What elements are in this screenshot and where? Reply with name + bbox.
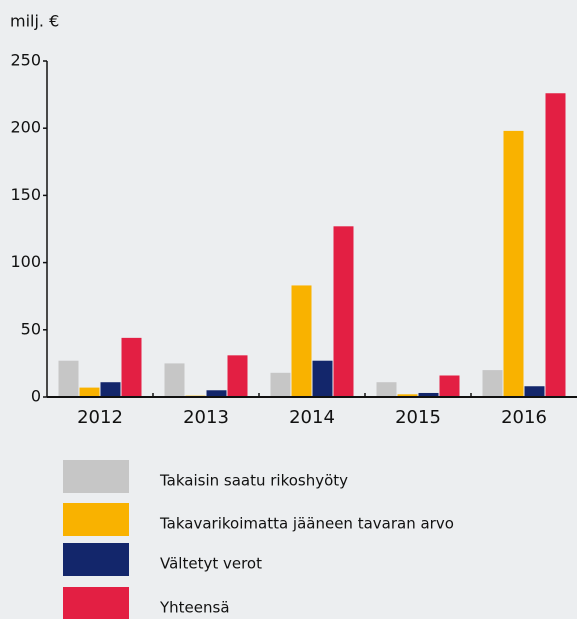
y-tick-label: 150 (10, 185, 41, 204)
bar (503, 130, 524, 397)
legend-label: Vältetyt verot (160, 555, 262, 573)
bar (524, 386, 545, 397)
bar (58, 360, 79, 397)
x-tick-label: 2012 (77, 407, 123, 428)
x-tick-label: 2014 (289, 407, 335, 428)
y-tick-label: 100 (10, 252, 41, 271)
legend-swatch (63, 460, 129, 493)
y-tick-label: 200 (10, 118, 41, 137)
bar (376, 382, 397, 397)
x-tick-label: 2016 (501, 407, 547, 428)
x-tick-label: 2015 (395, 407, 441, 428)
bar (291, 285, 312, 397)
bar (333, 226, 354, 397)
legend-swatch (63, 543, 129, 576)
x-tick-label: 2013 (183, 407, 229, 428)
legend-swatch (63, 587, 129, 619)
legend-label: Yhteensä (159, 599, 230, 617)
y-axis-label: milj. € (10, 12, 59, 31)
legend-swatch (63, 503, 129, 536)
bar (418, 392, 439, 397)
bar (227, 355, 248, 397)
bar (79, 387, 100, 397)
bar (100, 382, 121, 397)
bar (121, 337, 142, 397)
y-tick-label: 250 (10, 51, 41, 70)
bar (312, 360, 333, 397)
bar (397, 394, 418, 397)
bar (482, 370, 503, 397)
bar (206, 390, 227, 397)
bar (439, 375, 460, 397)
bar (164, 363, 185, 397)
bar (545, 93, 566, 398)
bar (270, 372, 291, 397)
legend-label: Takavarikoimatta jääneen tavaran arvo (159, 515, 454, 533)
y-tick-label: 0 (31, 387, 41, 406)
y-tick-label: 50 (21, 319, 41, 338)
legend-label: Takaisin saatu rikoshyöty (159, 472, 348, 490)
